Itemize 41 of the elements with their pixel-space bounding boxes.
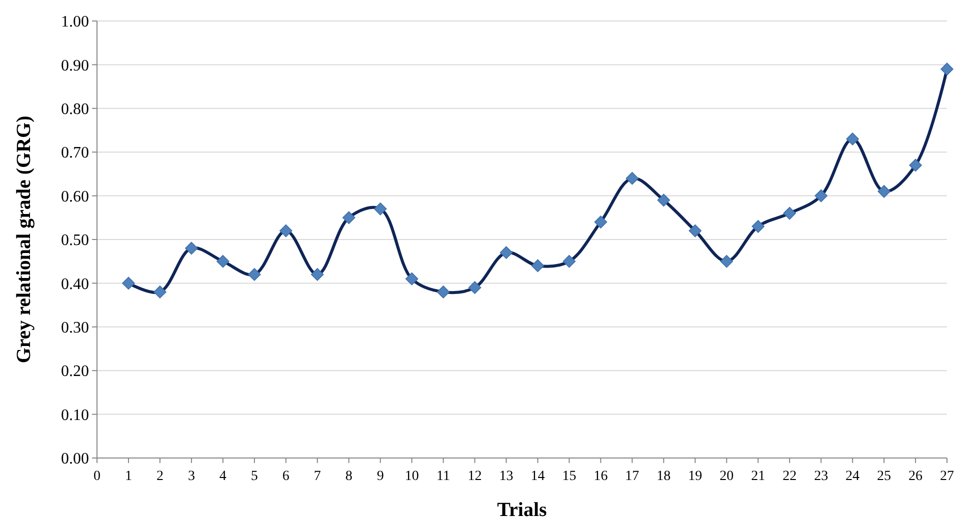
y-tick-label: 0.30 <box>61 320 89 336</box>
x-tick-label: 2 <box>156 469 164 484</box>
x-tick-label: 21 <box>751 469 766 484</box>
x-tick-label: 26 <box>908 469 923 484</box>
x-tick-label: 23 <box>814 469 828 484</box>
x-tick-label: 3 <box>188 469 195 484</box>
x-tick-label: 13 <box>499 469 514 484</box>
x-tick-label: 18 <box>656 469 671 484</box>
x-tick-label: 8 <box>345 469 352 484</box>
y-tick-label: 0.40 <box>61 276 89 293</box>
y-tick-label: 0.90 <box>61 57 89 74</box>
x-tick-label: 11 <box>436 469 450 484</box>
y-tick-label: 0.70 <box>61 144 89 162</box>
y-axis-title: Grey relational grade (GRG) <box>13 116 35 364</box>
y-tick-label: 1.00 <box>61 14 89 31</box>
x-tick-label: 1 <box>124 469 132 484</box>
x-tick-label: 22 <box>782 469 797 484</box>
x-tick-label: 19 <box>688 469 702 484</box>
x-tick-label: 14 <box>530 469 545 484</box>
x-axis-title: Trials <box>497 499 548 521</box>
x-tick-label: 17 <box>625 469 640 484</box>
x-tick-label: 10 <box>404 469 419 484</box>
y-tick-label: 0.50 <box>61 232 89 250</box>
x-tick-label: 16 <box>594 469 608 484</box>
x-tick-label: 20 <box>720 469 734 484</box>
x-tick-label: 7 <box>314 469 321 484</box>
x-tick-label: 5 <box>250 469 258 484</box>
y-tick-label: 0.60 <box>61 188 89 206</box>
x-tick-label: 15 <box>562 469 576 484</box>
x-tick-label: 4 <box>219 469 226 484</box>
y-tick-label: 0.10 <box>61 406 89 424</box>
x-tick-label: 27 <box>940 469 954 484</box>
x-tick-label: 6 <box>282 469 290 484</box>
y-tick-label: 0.20 <box>61 363 89 380</box>
x-tick-label: 25 <box>877 469 892 484</box>
x-tick-label: 24 <box>846 469 860 484</box>
y-tick-label: 0.80 <box>61 101 89 118</box>
y-tick-label: 0.00 <box>61 450 89 468</box>
x-tick-label: 9 <box>376 469 384 484</box>
x-tick-label: 12 <box>468 469 482 484</box>
x-tick-label: 0 <box>94 469 100 484</box>
